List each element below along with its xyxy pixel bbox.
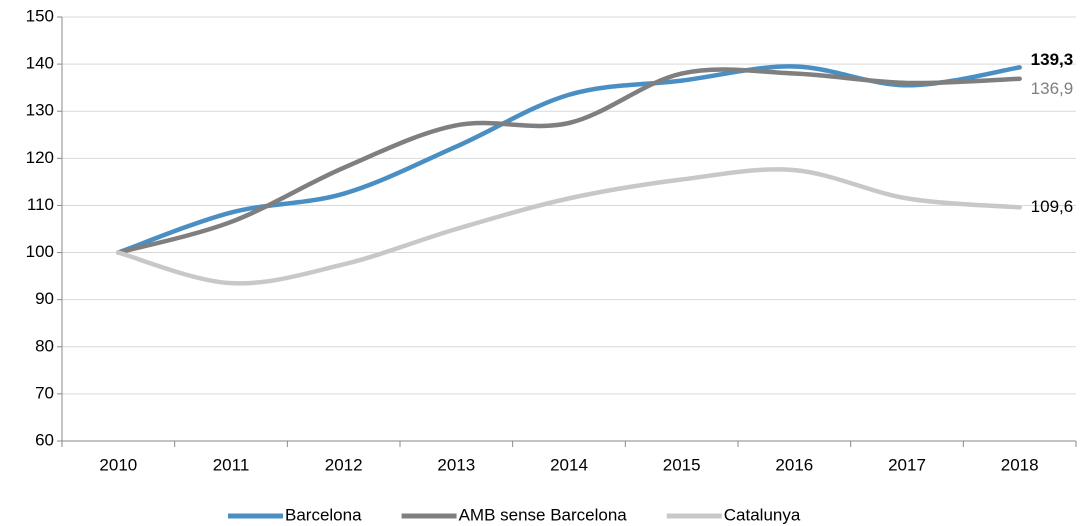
value-label: 139,3: [1031, 50, 1074, 69]
y-tick-label: 100: [26, 242, 54, 261]
series-line: [116, 167, 1022, 286]
y-tick-label: 70: [35, 383, 54, 402]
x-tick-label: 2012: [325, 455, 363, 474]
x-tick-label: 2013: [437, 455, 475, 474]
x-tick-label: 2011: [213, 455, 250, 474]
x-tick-label: 2015: [663, 455, 701, 474]
value-label: 109,6: [1031, 197, 1074, 216]
y-tick-label: 120: [26, 148, 54, 167]
x-tick-label: 2017: [888, 455, 926, 474]
legend-label: Catalunya: [724, 505, 801, 524]
series-line: [116, 64, 1022, 255]
y-tick-label: 150: [26, 6, 54, 25]
series-line: [116, 67, 1022, 255]
legend-label: AMB sense Barcelona: [459, 505, 628, 524]
x-tick-label: 2016: [775, 455, 813, 474]
legend-label: Barcelona: [285, 505, 362, 524]
x-tick-label: 2018: [1001, 455, 1039, 474]
x-tick-label: 2014: [550, 455, 588, 474]
value-label: 136,9: [1031, 79, 1074, 98]
y-tick-label: 80: [35, 336, 54, 355]
x-tick-label: 2010: [99, 455, 137, 474]
y-tick-label: 90: [35, 289, 54, 308]
y-tick-label: 110: [27, 195, 54, 214]
y-tick-label: 140: [26, 54, 54, 73]
y-tick-label: 60: [35, 430, 54, 449]
y-tick-label: 130: [26, 101, 54, 120]
